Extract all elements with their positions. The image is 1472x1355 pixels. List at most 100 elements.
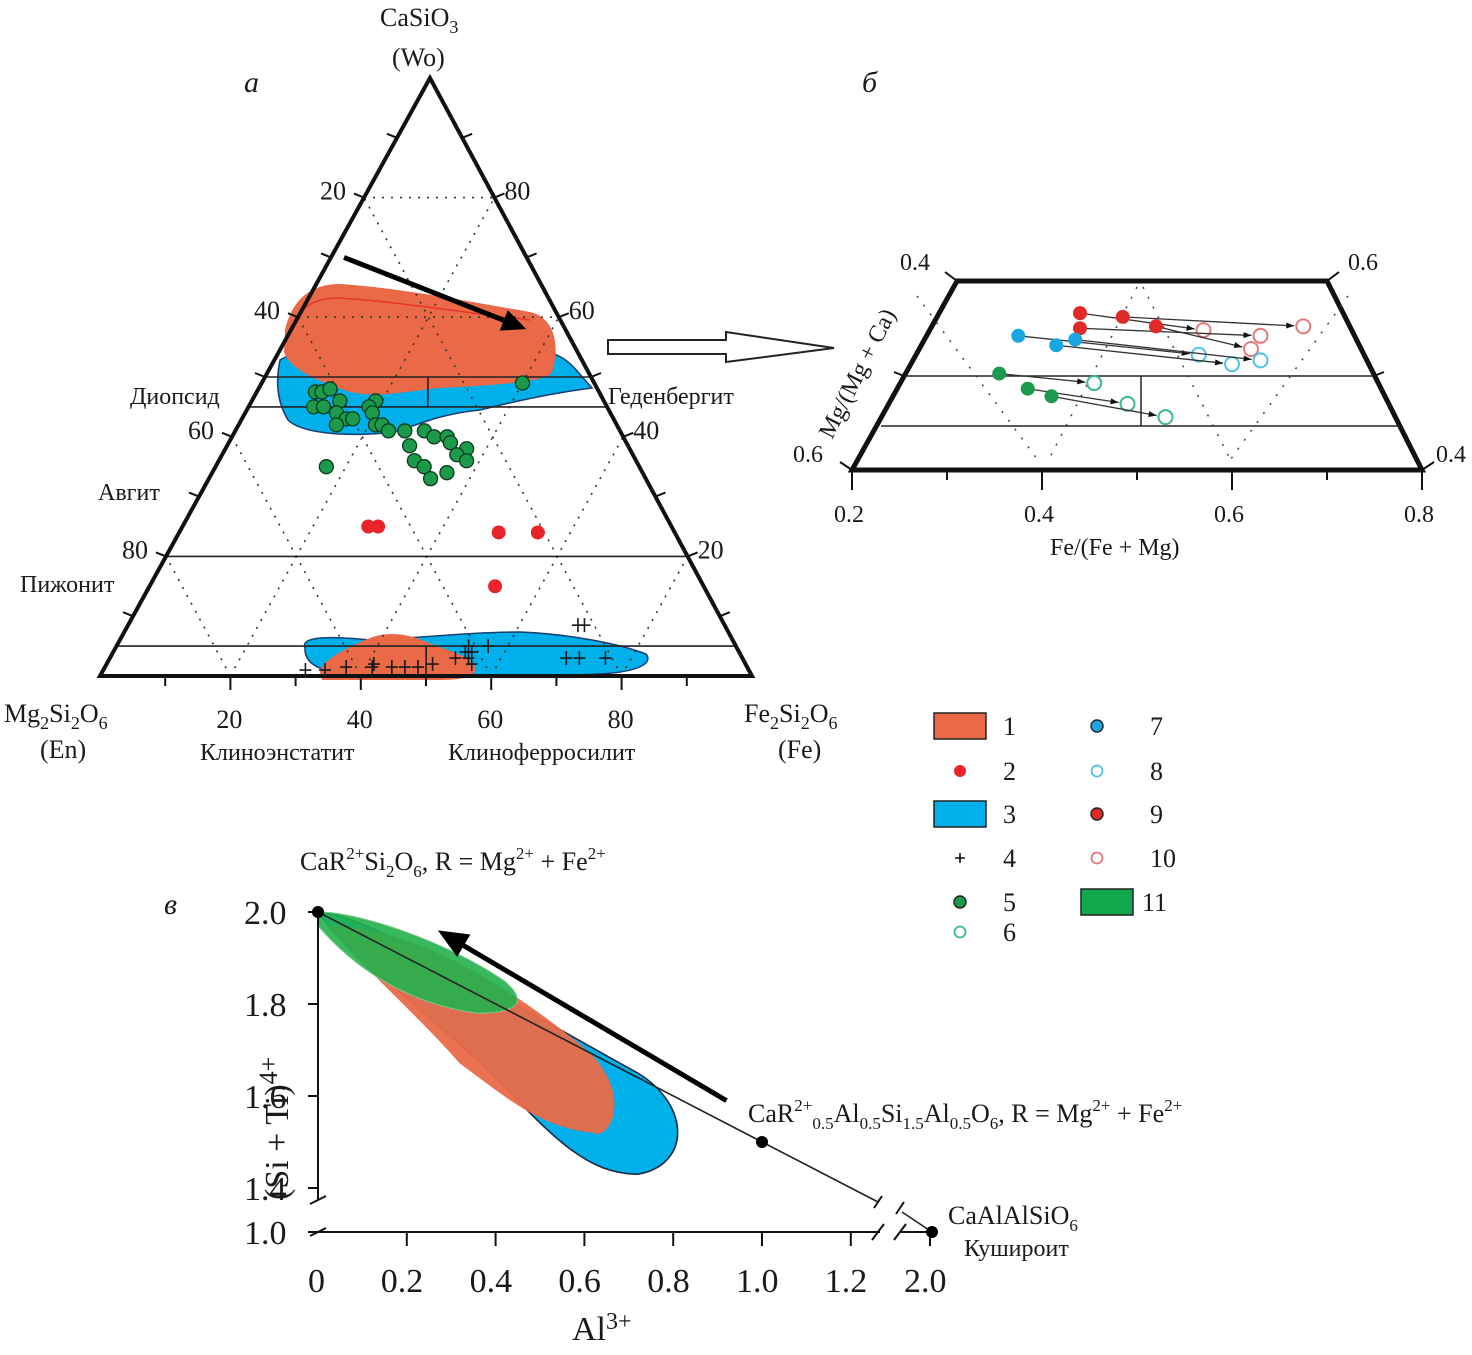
legend-swatch xyxy=(933,800,987,828)
pair-arrow-line xyxy=(1018,335,1190,355)
x-tick-label: 1.2 xyxy=(825,1263,868,1300)
legend-label: 4 xyxy=(1003,844,1016,873)
panel-b-label: б xyxy=(862,66,878,99)
tick-label-left: 80 xyxy=(122,535,148,564)
grid-dotted-2 xyxy=(1142,286,1233,464)
legend-item-10: 10 xyxy=(1090,844,1176,873)
pair-arrow-head xyxy=(1148,411,1157,417)
tick-right xyxy=(687,551,698,558)
endmember-sublabel-kushiroite: Кушироит xyxy=(964,1236,1069,1262)
legend-item-2: 2 xyxy=(954,757,1016,786)
point-series-9 xyxy=(1073,306,1087,321)
point-series-4 xyxy=(318,663,331,678)
point-series-10 xyxy=(1243,341,1259,358)
tick-corner xyxy=(1326,271,1340,282)
tick-right xyxy=(461,132,473,139)
point-series-4 xyxy=(599,651,612,666)
grid-line-fs-20 xyxy=(229,197,496,677)
apex-top-abbr: (Wo) xyxy=(392,43,445,72)
grid-dotted-3 xyxy=(1227,295,1349,464)
ternary-grid xyxy=(96,73,756,678)
y-tick-label: 1.6 xyxy=(244,1079,287,1116)
legend-item-11: 11 xyxy=(1080,888,1167,917)
pair-arrow-line xyxy=(1051,395,1157,417)
trapezoid-frame xyxy=(839,271,1435,490)
field-1-upper xyxy=(284,284,556,395)
endmember-label-diopside: CaR2+Si2O6, R = Mg2+ + Fe2+ xyxy=(300,844,606,881)
point-series-5 xyxy=(1044,389,1059,404)
point-series-4 xyxy=(366,660,379,675)
point-series-2 xyxy=(491,525,506,540)
apex-left-formula: Mg2Si2O6 xyxy=(4,699,108,733)
point-series-2 xyxy=(530,525,545,540)
apex-right-formula: Fe2Si2O6 xyxy=(744,699,837,733)
point-series-4 xyxy=(578,618,591,633)
tick-label-left: 40 xyxy=(254,296,280,325)
point-series-5 xyxy=(458,453,475,469)
tick-corner xyxy=(1421,461,1435,471)
legend-open-circle-icon xyxy=(1090,764,1104,778)
panel-a-label: а xyxy=(244,66,259,99)
field-label-pigeonite: Пижонит xyxy=(20,572,115,598)
tick-label-right: 80 xyxy=(504,177,530,206)
point-series-10 xyxy=(1252,327,1269,344)
pair-arrow-head xyxy=(1243,355,1252,362)
fields-group xyxy=(276,284,649,680)
legend-label: 5 xyxy=(1003,888,1016,917)
pair-arrow-head xyxy=(1233,342,1243,349)
apex-left-abbr: (En) xyxy=(40,735,86,764)
point-series-10 xyxy=(1195,322,1212,339)
point-series-7 xyxy=(1011,328,1026,343)
field-label-augite: Авгит xyxy=(98,480,160,506)
point-series-10 xyxy=(1295,318,1312,335)
corner-label-top-left: 0.4 xyxy=(900,250,930,276)
tick-right xyxy=(558,312,570,319)
tick-corner xyxy=(893,371,905,377)
point-series-4 xyxy=(465,657,478,672)
tick-right xyxy=(622,431,634,438)
legend-swatch xyxy=(1080,888,1134,916)
pair-arrow-line xyxy=(1075,338,1252,361)
axis-break xyxy=(893,1223,907,1241)
legend-label: 8 xyxy=(1150,757,1163,786)
zoom-arrow-icon xyxy=(607,330,835,364)
tick-right xyxy=(526,252,537,259)
x-tick-label: 0 xyxy=(308,1263,325,1300)
pair-arrow-head xyxy=(1077,378,1086,385)
point-series-5 xyxy=(992,366,1007,381)
x-tick-label: 0.4 xyxy=(470,1263,512,1300)
panel-c-fields: в 2.0 1.8 1.6 1.4 1.0 0 0.2 0.4 0.6 0.8 1.0 1.2 2.0 … xyxy=(164,844,1182,1348)
tick-label-bottom: 20 xyxy=(216,705,242,734)
x-axis-label: Al3+ xyxy=(572,1309,632,1348)
trend-arrow-head xyxy=(437,930,471,957)
endmember-label-kushiroite: CaAlAlSiO6 xyxy=(948,1201,1078,1235)
pair-arrow-line xyxy=(1122,316,1295,327)
trend-arrow-head xyxy=(499,310,527,331)
legend-label: 1 xyxy=(1003,712,1016,741)
point-series-2 xyxy=(488,579,503,594)
tick-label-right: 60 xyxy=(569,296,595,325)
y-axis-label: Mg/(Mg + Ca) xyxy=(814,305,901,443)
endmember-point xyxy=(312,906,324,918)
pair-arrow-head xyxy=(1243,332,1252,339)
legend-label: 7 xyxy=(1150,712,1163,741)
corner-label-top-right: 0.6 xyxy=(1348,250,1378,276)
point-series-5 xyxy=(345,411,361,427)
point-series-4 xyxy=(449,651,462,666)
grid-line-en-20 xyxy=(363,197,623,677)
pair-arrow-line xyxy=(1056,344,1224,364)
grid-dotted-0 xyxy=(916,295,1041,464)
tick-label-bottom: 40 xyxy=(347,705,373,734)
point-series-4 xyxy=(398,660,411,675)
point-series-9 xyxy=(1115,309,1130,324)
point-series-5 xyxy=(439,465,455,481)
point-series-9 xyxy=(1073,321,1087,336)
tick-label-right: 20 xyxy=(698,535,724,564)
pair-arrow-line xyxy=(1079,312,1195,330)
point-series-7 xyxy=(1049,338,1064,353)
legend-label: 6 xyxy=(1003,918,1016,947)
tick-corner xyxy=(944,271,958,282)
point-series-8 xyxy=(1224,356,1240,373)
x-axis-label: Fe/(Fe + Mg) xyxy=(1050,535,1180,561)
point-series-4 xyxy=(482,639,495,654)
